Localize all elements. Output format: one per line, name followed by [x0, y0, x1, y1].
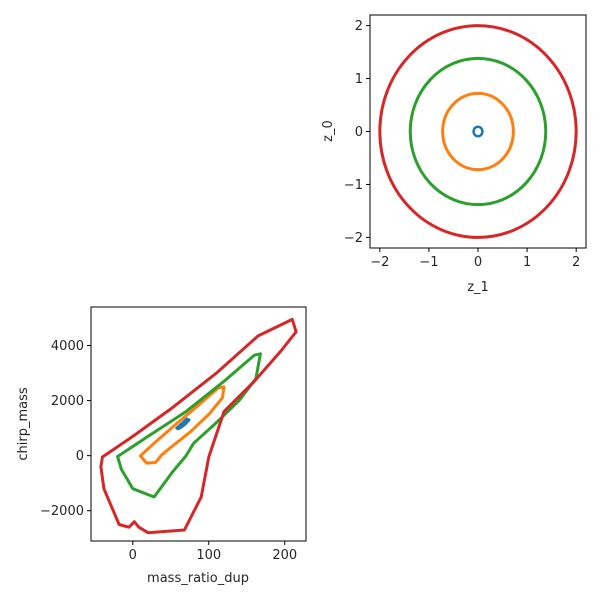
top-right-ytick-label: −1	[344, 178, 363, 193]
top-right-panel: −2 −1 0 1 2 −2 −1 0 1 2 z_1 z_0	[321, 14, 587, 295]
bottom-left-series-3	[99, 317, 298, 535]
top-right-series-1	[441, 91, 515, 172]
bottom-left-xtick-label: 100	[196, 548, 221, 563]
bottom-left-series-0	[175, 417, 191, 431]
top-right-series-3	[378, 24, 578, 239]
bottom-left-plot-marks	[99, 317, 298, 535]
top-right-ytick-label: 0	[355, 125, 363, 140]
top-right-xtick-label: 2	[572, 255, 580, 270]
top-right-xtick-label: −2	[370, 255, 389, 270]
bottom-left-series-1	[138, 385, 226, 465]
bottom-left-ytick-label: −2000	[40, 504, 84, 519]
bottom-left-ytick-label: 0	[76, 449, 84, 464]
bottom-left-panel: 0 100 200 −2000 0 2000 4000 mass_ratio_dup chi…	[16, 306, 307, 586]
bottom-left-series-2	[116, 352, 262, 499]
top-right-ticks: −2 −1 0 1 2 −2 −1 0 1 2	[344, 19, 580, 270]
top-right-ytick-label: 2	[355, 19, 363, 34]
top-right-plot-marks	[378, 24, 578, 239]
top-right-ytick-label: −2	[344, 231, 363, 246]
top-right-xtick-label: −1	[419, 255, 438, 270]
bottom-left-ticks: 0 100 200 −2000 0 2000 4000	[40, 339, 297, 563]
bottom-left-xtick-label: 0	[129, 548, 137, 563]
top-right-ytick-label: 1	[355, 72, 363, 87]
top-right-xlabel: z_1	[467, 280, 489, 295]
top-right-xtick-label: 1	[523, 255, 531, 270]
top-right-series-2	[408, 56, 548, 207]
top-right-series-0	[472, 125, 484, 138]
bottom-left-xlabel: mass_ratio_dup	[147, 571, 249, 586]
top-right-ylabel: z_0	[321, 120, 336, 142]
bottom-left-axes-frame	[90, 306, 307, 542]
top-right-xtick-label: 0	[474, 255, 482, 270]
bottom-left-xtick-label: 200	[272, 548, 297, 563]
bottom-left-ytick-label: 4000	[51, 339, 84, 354]
bottom-left-ytick-label: 2000	[51, 394, 84, 409]
bottom-left-ylabel: chirp_mass	[16, 387, 31, 460]
